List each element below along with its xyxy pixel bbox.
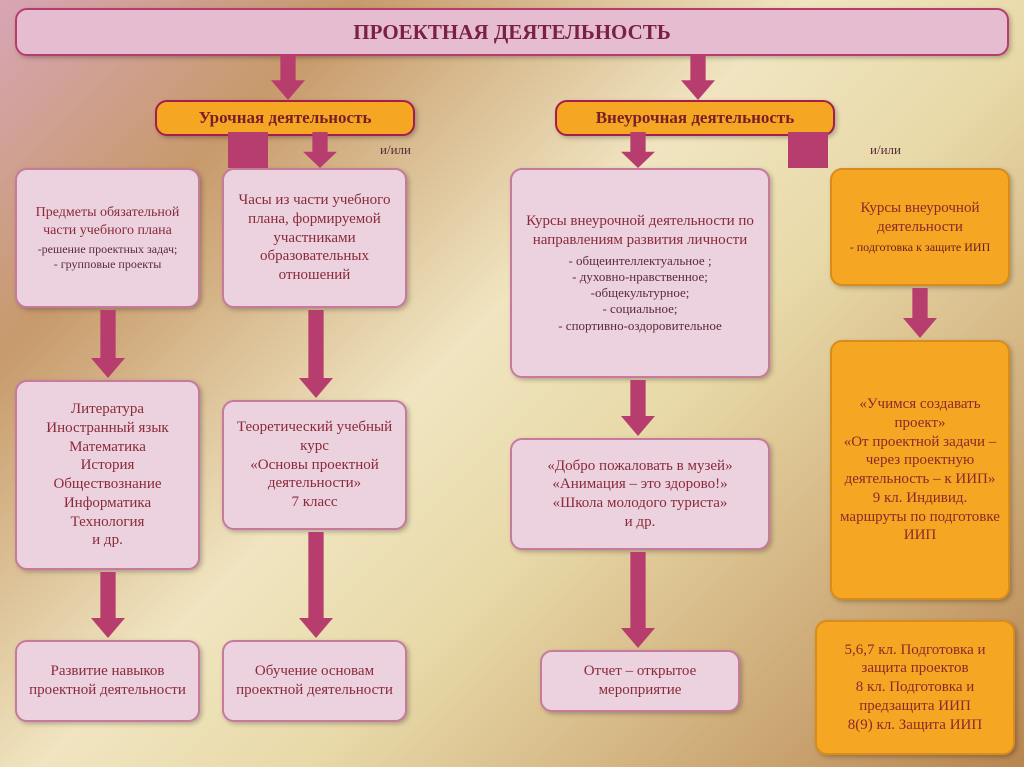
arrow-3 [302, 132, 338, 168]
header-vneurochnaya-text: Внеурочная деятельность [596, 107, 795, 128]
c4b2-text: «Учимся создавать проект» «От проектной … [840, 395, 1000, 545]
c1b3-text: Развитие навыков проектной деятельности [23, 662, 192, 700]
c3b1-title: Курсы внеурочной деятельности по направл… [520, 212, 760, 250]
c2-box3: Обучение основам проектной деятельности [222, 640, 407, 722]
c4b3-text: 5,6,7 кл. Подготовка и защита проектов 8… [825, 641, 1005, 735]
c3-box1: Курсы внеурочной деятельности по направл… [510, 168, 770, 378]
c2b1-text: Часы из части учебного плана, формируемо… [232, 191, 397, 285]
c3b1-sub: - общеинтеллектуальное ; - духовно-нравс… [558, 253, 722, 334]
andor-1: и/или [380, 142, 411, 158]
c3-box3: Отчет – открытое мероприятие [540, 650, 740, 712]
c3b2-text: «Добро пожаловать в музей» «Анимация – э… [547, 457, 732, 532]
arrow-4 [620, 132, 656, 168]
arrow-0 [270, 56, 306, 100]
header-urochnaya-text: Урочная деятельность [199, 107, 372, 128]
arrow-8 [620, 380, 656, 436]
arrow-2 [228, 132, 268, 168]
c4-box1: Курсы внеурочной деятельности - подготов… [830, 168, 1010, 286]
c4-box2: «Учимся создавать проект» «От проектной … [830, 340, 1010, 600]
c1-box1: Предметы обязательной части учебного пла… [15, 168, 200, 308]
arrow-11 [298, 532, 334, 638]
c1-box2: Литература Иностранный язык Математика И… [15, 380, 200, 570]
c4-box3: 5,6,7 кл. Подготовка и защита проектов 8… [815, 620, 1015, 755]
arrow-12 [620, 552, 656, 648]
arrow-9 [902, 288, 938, 338]
c4b1-title: Курсы внеурочной деятельности [838, 199, 1002, 237]
title-text: ПРОЕКТНАЯ ДЕЯТЕЛЬНОСТЬ [353, 19, 670, 45]
andor-2: и/или [870, 142, 901, 158]
c4b1-sub: - подготовка к защите ИИП [850, 240, 991, 255]
c1b1-title: Предметы обязательной части учебного пла… [23, 204, 192, 239]
arrow-7 [298, 310, 334, 398]
c2-box2: Теоретический учебный курс «Основы проек… [222, 400, 407, 530]
c1-box3: Развитие навыков проектной деятельности [15, 640, 200, 722]
c1b2-text: Литература Иностранный язык Математика И… [46, 400, 168, 550]
arrow-5 [788, 132, 828, 168]
arrow-6 [90, 310, 126, 378]
c3-box2: «Добро пожаловать в музей» «Анимация – э… [510, 438, 770, 550]
c2b3-text: Обучение основам проектной деятельности [230, 662, 399, 700]
header-vneurochnaya: Внеурочная деятельность [555, 100, 835, 136]
c1b1-sub: -решение проектных задач; - групповые пр… [38, 242, 178, 272]
arrow-1 [680, 56, 716, 100]
title-box: ПРОЕКТНАЯ ДЕЯТЕЛЬНОСТЬ [15, 8, 1009, 56]
header-urochnaya: Урочная деятельность [155, 100, 415, 136]
c2b2-text: Теоретический учебный курс «Основы проек… [232, 418, 397, 512]
c3b3-text: Отчет – открытое мероприятие [548, 662, 732, 700]
c2-box1: Часы из части учебного плана, формируемо… [222, 168, 407, 308]
arrow-10 [90, 572, 126, 638]
